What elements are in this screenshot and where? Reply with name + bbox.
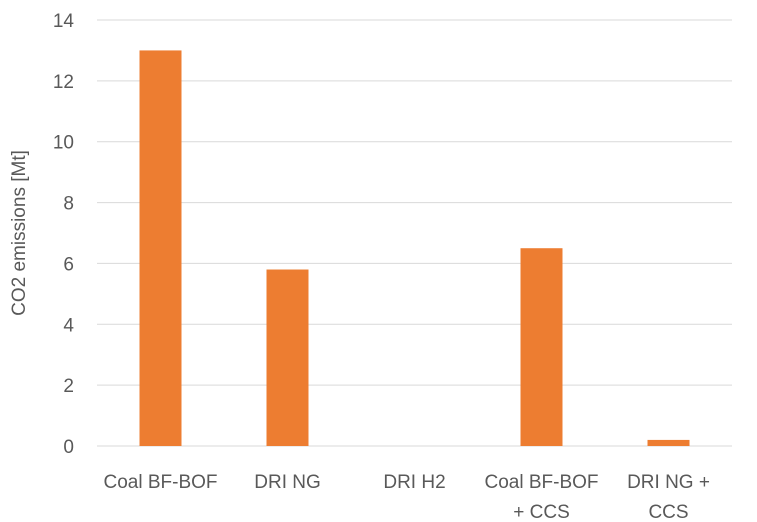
bars [139, 50, 690, 447]
x-tick-label: DRI NG + CCS [627, 472, 710, 522]
x-tick-label-line: DRI NG [254, 472, 321, 493]
x-tick-label: Coal BF-BOF [103, 472, 217, 493]
x-tick-label-line: Coal BF-BOF [103, 472, 217, 493]
y-tick-label: 14 [53, 11, 75, 32]
y-axis-ticks: 0 2 4 6 8 10 12 14 [53, 11, 75, 458]
x-tick-label-line: Coal BF-BOF [484, 472, 598, 493]
x-tick-label: DRI H2 [383, 472, 445, 493]
x-axis-ticks: Coal BF-BOF DRI NG DRI H2 Coal BF-BOF + CCS D… [103, 472, 709, 522]
y-axis-title: CO2 emissions [Mt] [9, 150, 30, 316]
y-tick-label: 2 [63, 376, 74, 397]
x-tick-label: DRI NG [254, 472, 321, 493]
y-tick-label: 0 [63, 437, 74, 458]
y-tick-label: 6 [63, 254, 74, 275]
bar [647, 439, 690, 446]
x-tick-label-line: CCS [648, 502, 688, 522]
bar [139, 50, 182, 447]
bar [520, 248, 563, 446]
x-tick-label-line: DRI NG + [627, 472, 710, 493]
y-tick-label: 10 [53, 133, 74, 154]
y-tick-label: 12 [53, 72, 74, 93]
bar [266, 269, 309, 446]
x-tick-label-line: DRI H2 [383, 472, 445, 493]
y-tick-label: 8 [63, 194, 74, 215]
y-tick-label: 4 [63, 315, 74, 336]
x-tick-label-line: + CCS [513, 502, 570, 522]
x-tick-label: Coal BF-BOF + CCS [484, 472, 598, 522]
gridlines [97, 19, 732, 447]
